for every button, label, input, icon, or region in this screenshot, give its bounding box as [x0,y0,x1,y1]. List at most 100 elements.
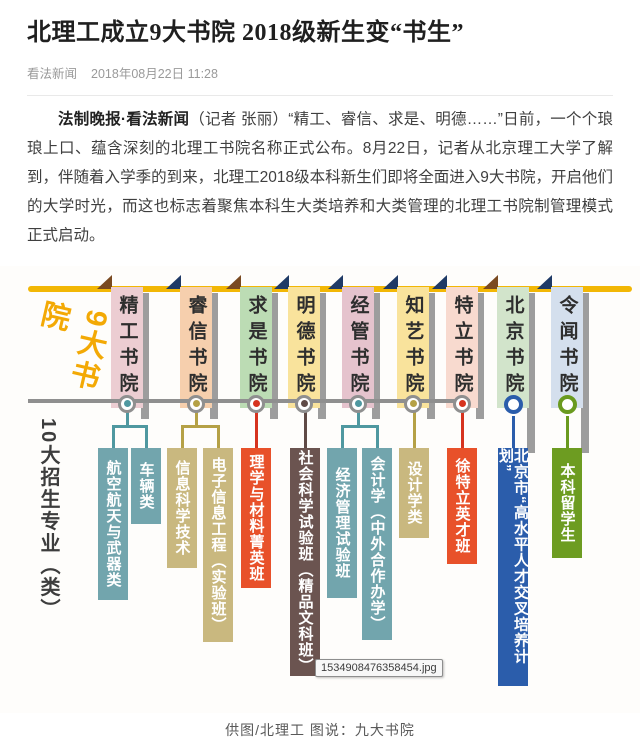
ribbon-shadow [210,292,218,419]
connector-crossbar [112,424,148,428]
major-tag-label: 车辆类 [137,461,155,510]
connector-crossbar [341,424,379,428]
ribbon-fold-icon [383,274,398,289]
major-tag-label: 电子信息工程（实验班） [209,456,227,633]
connector-stem [357,411,360,427]
academy-ribbon: 知艺书院 [397,286,429,408]
major-tag-label: 本科留学生 [558,462,576,543]
map-pin-icon [453,394,471,413]
connector-stem [255,411,258,449]
academy-ribbon-label: 求是书院 [245,295,267,399]
connector-stem [566,415,569,449]
map-pin-icon [404,394,422,413]
major-tag-label: 北京市“高水平人才交叉培养计划” [497,447,529,665]
major-tag-label: 经济管理试验班 [333,466,351,579]
academy-ribbon: 精工书院 [111,286,143,408]
academy-ribbon: 特立书院 [446,286,478,408]
academy-ribbon-label: 令闻书院 [556,295,578,399]
major-tag: 设计学类 [399,447,429,538]
pin-center-dot [252,400,260,407]
connector-stem [461,411,464,449]
image-caption: 供图/北理工 图说：九大书院 [225,721,415,738]
academy-ribbon: 睿信书院 [180,286,212,408]
connector-leg [145,424,148,449]
ribbon-shadow [527,292,535,453]
pin-center-dot [300,400,308,407]
ribbon-shadow [427,292,435,419]
ribbon-shadow [476,292,484,419]
connector-stem [304,411,307,449]
ribbon-shadow [372,292,380,419]
connector-stem [126,411,129,427]
article-body-text: （记者 张丽）“精工、睿信、求是、明德……”日前，一个个琅琅上口、蕴含深刻的北理… [27,111,613,244]
academy-ribbon-label: 睿信书院 [185,295,207,399]
ribbon-fold-icon [166,274,181,289]
ribbon-fold-icon [274,274,289,289]
ribbon-fold-icon [328,274,343,289]
academy-ribbon-label: 明德书院 [293,295,315,399]
map-pin-icon [557,394,577,414]
academies-infographic: 9大书院 10大招生专业（类） 1534908476358454.jpg 精工书… [0,265,640,713]
major-tag-label: 社会科学试验班（精品文科班） [296,449,314,674]
major-tag: 会计学（中外合作办学） [362,447,392,640]
map-pin-icon [118,394,136,413]
connector-stem [195,411,198,427]
major-tag-label: 设计学类 [405,460,423,525]
academy-ribbon-label: 北京书院 [502,295,524,399]
major-tag: 信息科学技术 [167,447,197,568]
connector-leg [217,424,220,449]
ribbon-fold-icon [432,274,447,289]
ribbon-shadow [270,292,278,419]
article-paragraph: 法制晚报·看法新闻（记者 张丽）“精工、睿信、求是、明德……”日前，一个个琅琅上… [27,105,613,250]
article-datetime: 2018年08月22日 11:28 [91,67,218,81]
pin-center-dot [123,400,131,407]
academy-ribbon: 经管书院 [342,286,374,408]
connector-crossbar [181,424,220,428]
major-tag: 理学与材料菁英班 [241,447,271,588]
map-pin-icon [247,394,265,413]
major-tag-label: 理学与材料菁英班 [247,453,265,582]
article-source: 看法新闻 [27,67,78,81]
major-tag: 北京市“高水平人才交叉培养计划” [497,447,529,686]
academy-ribbon-label: 精工书院 [116,295,138,399]
major-tag: 经济管理试验班 [327,447,357,598]
academy-ribbon: 北京书院 [497,286,529,408]
ribbon-fold-icon [97,274,112,289]
ribbon-shadow [141,292,149,419]
ribbon-shadow [318,292,326,419]
academy-ribbon-label: 知艺书院 [402,295,424,399]
article-lead: 法制晚报·看法新闻 [58,111,190,128]
image-filename-tooltip: 1534908476358454.jpg [315,658,443,677]
major-tag: 车辆类 [131,447,161,524]
major-tag-label: 航空航天与武器类 [104,459,122,588]
page-title: 北理工成立9大书院 2018级新生变“书生” [27,20,464,46]
academy-ribbon-label: 特立书院 [451,295,473,399]
major-tag: 电子信息工程（实验班） [203,447,233,642]
connector-leg [341,424,344,449]
major-tag: 本科留学生 [552,447,582,558]
map-pin-icon [187,394,205,413]
pin-center-dot [354,400,362,407]
infographic-top-bar [28,285,632,292]
academy-ribbon: 求是书院 [240,286,272,408]
article-meta: 看法新闻 2018年08月22日 11:28 [27,63,613,82]
ribbon-fold-icon [483,274,498,289]
divider [27,95,613,96]
ribbon-shadow [581,292,589,453]
connector-stem [512,415,515,449]
major-tag: 航空航天与武器类 [98,447,128,600]
academies-count-label: 9大书院 [33,296,113,395]
pin-center-dot [192,400,200,407]
pin-center-dot [458,400,466,407]
academy-ribbon: 令闻书院 [551,286,583,408]
major-tag: 徐特立英才班 [447,447,477,564]
academy-ribbon-label: 经管书院 [347,295,369,399]
connector-stem [413,411,416,449]
major-tag-label: 会计学（中外合作办学） [368,455,386,632]
pin-center-dot [409,400,417,407]
major-tag: 社会科学试验班（精品文科班） [290,447,320,676]
major-tag-label: 徐特立英才班 [453,457,471,554]
connector-leg [376,424,379,449]
connector-leg [181,424,184,449]
majors-count-label: 10大招生专业（类） [37,417,59,620]
